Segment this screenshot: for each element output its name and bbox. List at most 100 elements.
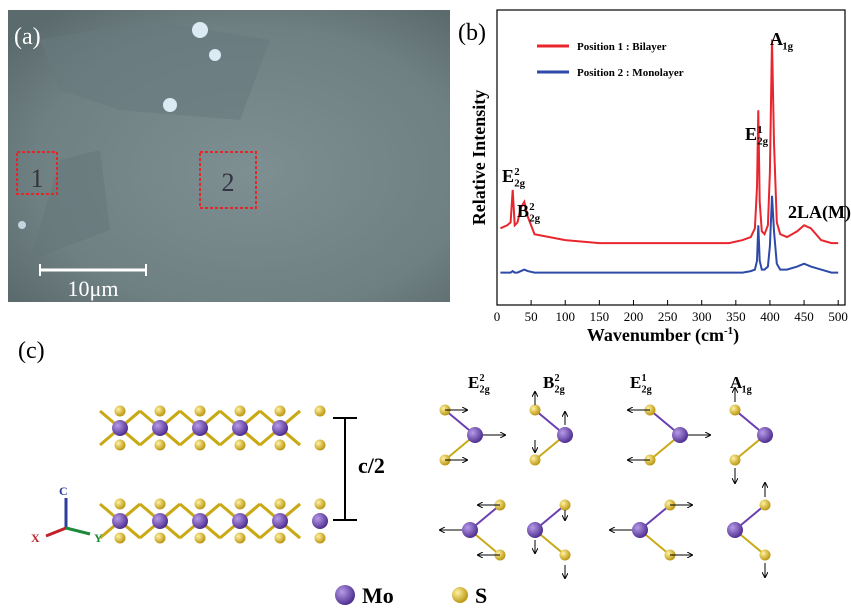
y-axis-label: Relative Intensity [469, 90, 489, 225]
mo-atom [192, 513, 208, 529]
mo-atom [152, 420, 168, 436]
label-base: B [543, 373, 554, 392]
label-sub: 1g [782, 41, 793, 53]
s-atom [559, 549, 571, 561]
mode-label: B2 2g [543, 373, 565, 395]
plot-frame [496, 9, 846, 306]
peak-annotation: E1 2g [745, 124, 769, 148]
label-base: A [770, 29, 783, 49]
mo-atom [557, 427, 573, 443]
label-sub: 2g [642, 384, 652, 395]
panel-label: (c) [18, 338, 45, 364]
mo-atom [467, 427, 483, 443]
s-atom [314, 532, 326, 544]
s-atom [452, 587, 468, 603]
s-atom [529, 404, 541, 416]
label-sub: 2g [514, 178, 525, 190]
axis-x [45, 526, 67, 538]
scale-label: 10μm [68, 276, 119, 301]
label-sup: 1 [757, 124, 762, 136]
s-atom [234, 498, 246, 510]
label-base: E [468, 373, 479, 392]
s-atom [729, 404, 741, 416]
s-atom [114, 532, 126, 544]
s-atom [194, 405, 206, 417]
mo-atom [152, 513, 168, 529]
s-atom [154, 405, 166, 417]
x-tick-label: 450 [794, 309, 814, 324]
x-tick-label: 100 [555, 309, 575, 324]
label-base: E [745, 124, 757, 144]
mo-atom [335, 585, 355, 605]
x-label-tail: ) [733, 325, 739, 346]
s-atom [154, 532, 166, 544]
label-sup: 1 [642, 373, 647, 384]
mo-atom [232, 513, 248, 529]
s-atom [114, 498, 126, 510]
spectrum-line [499, 39, 839, 245]
x-tick-label: 300 [692, 309, 712, 324]
label-base: E [630, 373, 641, 392]
s-atom [114, 439, 126, 451]
mo-atom [672, 427, 688, 443]
x-tick-label: 350 [726, 309, 746, 324]
label-sub: 2g [757, 136, 768, 148]
legend-label: Position 1 : Bilayer [577, 41, 667, 53]
label-base: 2LA(M) [788, 202, 851, 223]
s-atom [314, 405, 326, 417]
label-sub: 1g [742, 384, 752, 395]
box-label: 1 [31, 164, 44, 193]
s-atom [759, 549, 771, 561]
label-base: E [502, 166, 514, 186]
s-atom [194, 532, 206, 544]
peak-annotation: A1g [770, 29, 794, 53]
box-label: 2 [222, 168, 235, 197]
mode-label: E2 2g [468, 373, 490, 395]
s-atom [234, 405, 246, 417]
axis-label: Y [94, 531, 103, 545]
label-base: B [517, 201, 529, 221]
s-atom [114, 405, 126, 417]
s-atom [314, 498, 326, 510]
panel-label: (b) [458, 20, 486, 46]
s-atom [194, 498, 206, 510]
panel-label: (a) [14, 24, 41, 50]
mo-atom [727, 522, 743, 538]
peak-annotation: 2LA(M) [788, 202, 851, 223]
mode-label: A1g [730, 373, 752, 395]
mo-atom [272, 420, 288, 436]
label-sup: 2 [555, 373, 560, 384]
x-tick-label: 50 [525, 309, 538, 324]
mo-atom [192, 420, 208, 436]
label-sup: 2 [514, 166, 519, 178]
x-axis-label: Wavenumber (cm-1) [587, 325, 739, 346]
mo-atom [312, 513, 328, 529]
x-tick-label: 400 [760, 309, 780, 324]
mo-atom [272, 513, 288, 529]
x-label-text: Wavenumber (cm [587, 325, 724, 346]
s-atom [274, 532, 286, 544]
x-label-sup: -1 [724, 325, 733, 337]
x-tick-label: 250 [658, 309, 678, 324]
legend-label: Position 2 : Monolayer [577, 67, 684, 79]
label-sup: 2 [529, 201, 534, 213]
mo-atom [757, 427, 773, 443]
s-atom [194, 439, 206, 451]
s-atom [729, 454, 741, 466]
label-sub: 2g [529, 213, 540, 225]
legend-label: S [475, 583, 487, 608]
axis-y [65, 526, 91, 536]
peak-annotation: B2 2g [517, 201, 541, 225]
s-atom [559, 499, 571, 511]
x-tick-label: 150 [590, 309, 610, 324]
crystal-structure: C X Y [31, 405, 357, 545]
x-tick-label: 200 [624, 309, 644, 324]
legend-label: Mo [362, 583, 394, 608]
mo-atom [632, 522, 648, 538]
s-atom [274, 439, 286, 451]
label-sub: 2g [555, 384, 565, 395]
micrograph [8, 10, 450, 302]
mo-atom [527, 522, 543, 538]
